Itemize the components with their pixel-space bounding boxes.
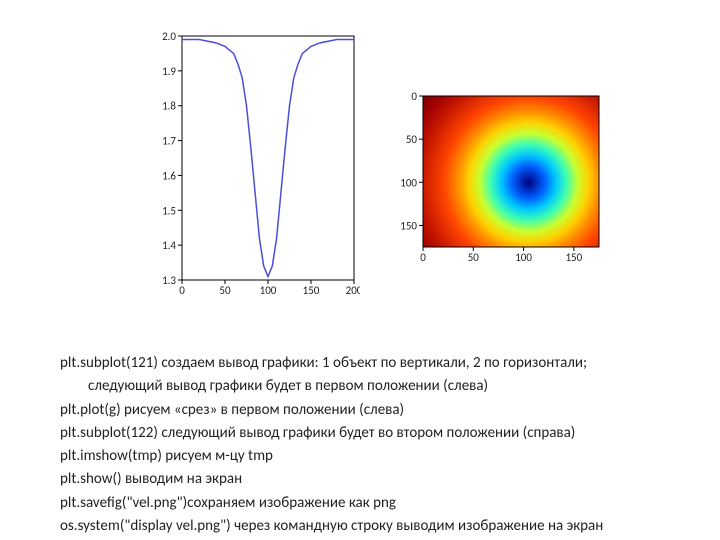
- ytick-label: 50: [406, 133, 418, 146]
- caption-line-6: plt.savefig("vel.png")сохраняем изображе…: [60, 494, 396, 512]
- caption-line-2: plt.plot(g) рисуем «срез» в первом полож…: [60, 401, 404, 419]
- ytick-label: 0: [411, 90, 417, 103]
- figure-area: 0 50 100 150 200 1.3 1.4 1.5 1.6 1.7 1.8 1.9 2.0 0 50…: [0, 0, 720, 330]
- heatmap-chart-svg: 0 50 100 150 0 50 100 150: [395, 90, 605, 265]
- ytick-label: 1.3: [162, 274, 176, 287]
- xtick-label: 150: [565, 251, 582, 264]
- xtick-label: 150: [303, 284, 320, 297]
- ytick-label: 1.6: [162, 169, 176, 182]
- ytick-label: 1.5: [162, 204, 176, 217]
- xtick-label: 50: [468, 251, 480, 264]
- caption-line-4: plt.imshow(tmp) рисуем м-цу tmp: [60, 447, 273, 465]
- ytick-label: 150: [400, 219, 417, 232]
- xtick-label: 0: [420, 251, 426, 264]
- heatmap-chart: 0 50 100 150 0 50 100 150: [395, 90, 605, 265]
- ytick-label: 100: [400, 176, 417, 189]
- caption-line-5: plt.show() выводим на экран: [60, 470, 242, 488]
- caption-line-7: os.system("display vel.png") через коман…: [60, 517, 603, 535]
- xtick-label: 100: [260, 284, 277, 297]
- ytick-label: 1.7: [162, 135, 176, 148]
- ytick-label: 1.9: [162, 65, 176, 78]
- caption-line-3: plt.subplot(122) следующий вывод графики…: [60, 424, 575, 442]
- xtick-label: 100: [515, 251, 532, 264]
- xtick-label: 0: [179, 284, 185, 297]
- xtick-label: 50: [219, 284, 231, 297]
- xtick-label: 200: [346, 284, 360, 297]
- caption-line-1b: следующий вывод графики будет в первом п…: [60, 375, 680, 398]
- ytick-label: 1.8: [162, 100, 176, 113]
- line-chart: 0 50 100 150 200 1.3 1.4 1.5 1.6 1.7 1.8 1.9 2.0: [150, 30, 360, 300]
- caption-line-1a: plt.subplot(121) создаем вывод графики: …: [60, 354, 587, 372]
- ytick-label: 1.4: [162, 239, 176, 252]
- line-chart-svg: 0 50 100 150 200 1.3 1.4 1.5 1.6 1.7 1.8 1.9 2.0: [150, 30, 360, 300]
- ytick-label: 2.0: [162, 30, 176, 43]
- caption-block: plt.subplot(121) создаем вывод графики: …: [60, 352, 680, 538]
